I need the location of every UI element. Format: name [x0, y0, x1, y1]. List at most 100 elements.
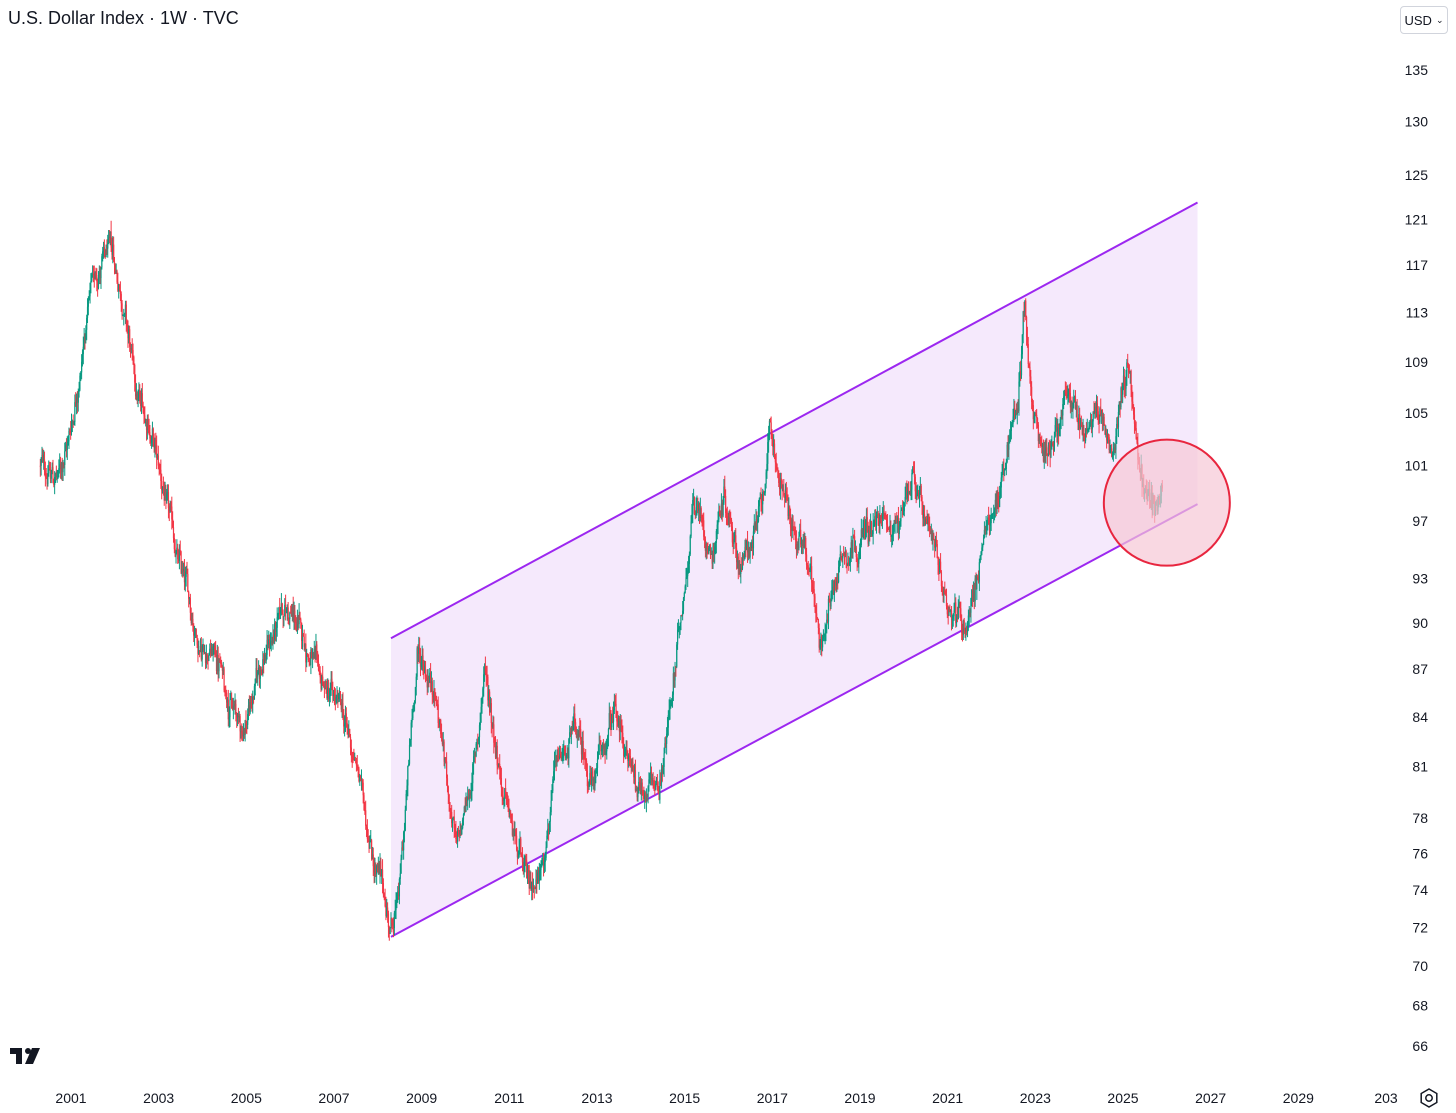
candle-body — [879, 515, 881, 526]
candle-body — [961, 632, 964, 635]
candle-body — [634, 770, 637, 791]
candle-body — [913, 470, 916, 477]
candle-body — [111, 247, 113, 255]
candle-body — [201, 651, 203, 660]
candle-body — [290, 613, 293, 617]
x-tick-label: 2005 — [231, 1090, 262, 1106]
currency-selector-button[interactable]: USD ⌄ — [1400, 6, 1448, 34]
candle-body — [462, 819, 464, 829]
candle-body — [1078, 414, 1080, 424]
candle-body — [50, 473, 52, 479]
candle-body — [861, 529, 863, 535]
candle-body — [617, 721, 619, 726]
candle-body — [354, 759, 356, 761]
candle-body — [208, 653, 210, 661]
candle-body — [1083, 427, 1085, 437]
candle-body — [748, 548, 750, 558]
candle-body — [667, 715, 669, 728]
candle-body — [760, 498, 762, 503]
candle-body — [556, 756, 558, 762]
chart-title: U.S. Dollar Index · 1W · TVC — [8, 8, 239, 28]
candle-body — [51, 467, 53, 474]
candle-body — [953, 610, 955, 617]
candle-body — [413, 705, 415, 709]
candle-body — [868, 530, 870, 544]
candle-body — [158, 465, 160, 469]
candle-body — [860, 529, 862, 546]
candle-body — [1111, 448, 1113, 457]
candle-body — [939, 561, 942, 573]
candle-body — [168, 507, 170, 512]
candle-body — [486, 676, 488, 678]
candle-body — [162, 486, 164, 488]
candle-body — [1026, 336, 1029, 344]
candle-body — [535, 879, 537, 888]
candle-body — [965, 627, 967, 632]
candle-body — [524, 859, 526, 862]
candle-body — [730, 517, 732, 521]
candle-body — [1086, 429, 1088, 432]
candle-body — [580, 729, 582, 740]
candle-body — [233, 705, 235, 707]
candle-body — [768, 420, 771, 434]
candle-body — [602, 744, 605, 749]
candle-body — [482, 688, 484, 698]
settings-icon[interactable] — [1418, 1087, 1440, 1109]
candle-body — [780, 478, 782, 481]
candle-body — [510, 817, 513, 824]
candle-body — [282, 613, 284, 620]
candle-body — [893, 520, 895, 532]
candle-body — [567, 755, 569, 759]
candle-body — [129, 346, 132, 349]
y-tick-label: 130 — [1405, 113, 1429, 129]
candle-body — [591, 771, 594, 781]
candle-body — [741, 567, 743, 569]
candle-body — [65, 445, 67, 452]
candle-body — [1009, 430, 1012, 438]
x-tick-label: 2001 — [55, 1090, 86, 1106]
candle-body — [977, 577, 980, 582]
candle-body — [837, 581, 839, 583]
time-axis[interactable]: 2001 2003 2005 2007 2009 2011 2013 2015 2017 2019… — [55, 1090, 1397, 1106]
candle-body — [221, 666, 223, 671]
candle-body — [810, 566, 812, 569]
candle-body — [182, 568, 184, 572]
candle-body — [280, 603, 282, 608]
candle-body — [240, 731, 242, 733]
candle-body — [57, 470, 59, 473]
candle-body — [341, 702, 343, 710]
candle-body — [127, 326, 129, 339]
candle-body — [106, 248, 108, 250]
candle-body — [633, 767, 635, 778]
candle-body — [923, 514, 926, 525]
candle-body — [434, 688, 436, 699]
x-tick-label: 2017 — [757, 1090, 788, 1106]
candle-body — [456, 829, 459, 842]
candle-body — [897, 517, 900, 535]
candle-body — [745, 547, 747, 550]
candle-body — [1079, 424, 1082, 429]
candle-body — [875, 514, 878, 525]
candle-body — [387, 913, 390, 928]
candle-body — [209, 648, 211, 654]
candle-body — [136, 393, 138, 400]
candle-body — [554, 760, 556, 762]
candle-body — [722, 502, 724, 516]
candle-body — [966, 627, 968, 633]
candle-body — [322, 682, 325, 686]
candle-body — [980, 552, 982, 556]
candle-body — [521, 856, 524, 863]
price-axis[interactable]: 66 68 70 72 74 76 78 81 84 87 90 93 97 101 105 109 113 11… — [1405, 62, 1429, 1054]
candle-body — [243, 730, 245, 735]
candle-body — [428, 678, 430, 683]
candle-body — [317, 661, 320, 671]
candle-body — [167, 491, 169, 493]
candle-body — [843, 553, 845, 555]
candle-body — [938, 565, 940, 572]
candle-body — [668, 709, 670, 716]
candle-body — [102, 251, 104, 257]
candle-body — [143, 412, 145, 416]
candle-body — [725, 512, 728, 517]
candle-body — [365, 825, 368, 828]
